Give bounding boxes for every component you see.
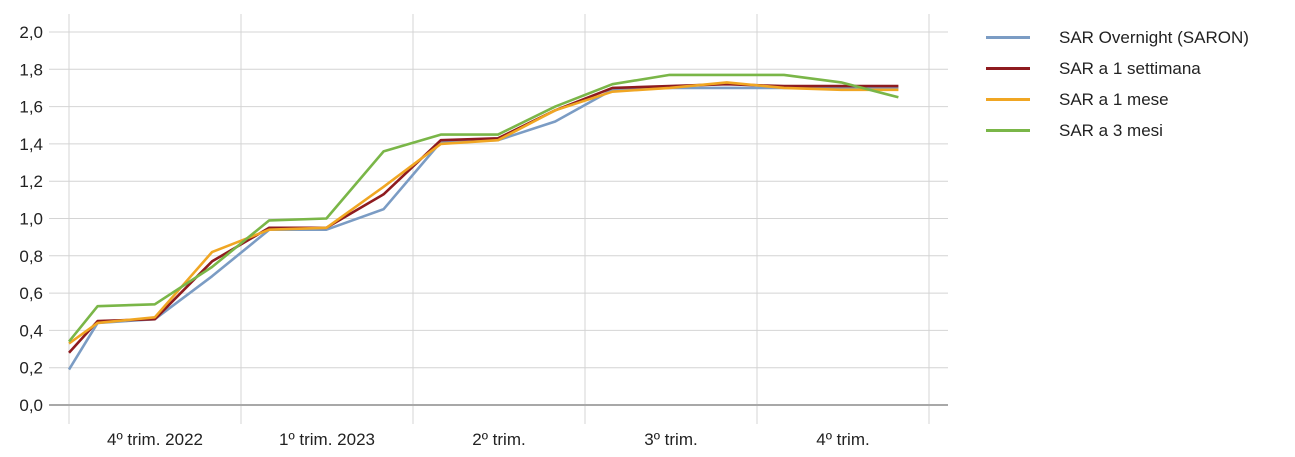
legend-label: SAR Overnight (SARON)	[1059, 27, 1249, 47]
legend-swatch	[986, 129, 1030, 132]
x-tick-label: 4º trim.	[816, 430, 869, 449]
series-line	[67, 86, 899, 371]
legend-swatch	[986, 98, 1030, 101]
legend-swatch	[986, 36, 1030, 39]
y-tick-label: 0,0	[19, 396, 43, 415]
legend-item: SAR a 1 settimana	[986, 53, 1249, 84]
legend-swatch	[986, 67, 1030, 70]
y-tick-label: 1,6	[19, 98, 43, 117]
y-tick-label: 1,4	[19, 135, 43, 154]
series-lines	[67, 73, 899, 371]
legend-label: SAR a 1 settimana	[1059, 58, 1201, 78]
y-tick-label: 0,4	[19, 321, 43, 340]
legend-item: SAR a 3 mesi	[986, 115, 1249, 146]
y-tick-label: 0,6	[19, 284, 43, 303]
x-tick-label: 3º trim.	[644, 430, 697, 449]
legend-label: SAR a 3 mesi	[1059, 120, 1163, 140]
x-tick-label: 2º trim.	[472, 430, 525, 449]
series-line	[67, 73, 899, 343]
axes: 2,0 1,8 1,6 1,4 1,2 1,0 0,8 0,6 0,4 0,2 0,0 4º trim…	[19, 23, 948, 449]
y-tick-label: 2,0	[19, 23, 43, 42]
y-tick-label: 1,8	[19, 60, 43, 79]
legend-item: SAR a 1 mese	[986, 84, 1249, 115]
y-tick-label: 1,2	[19, 172, 43, 191]
y-tick-label: 0,2	[19, 359, 43, 378]
grid	[49, 14, 948, 424]
x-tick-label: 4º trim. 2022	[107, 430, 203, 449]
x-tick-label: 1º trim. 2023	[279, 430, 375, 449]
y-tick-label: 1,0	[19, 210, 43, 229]
legend: SAR Overnight (SARON) SAR a 1 settimana SA…	[986, 22, 1249, 146]
series-line	[68, 81, 899, 345]
legend-item: SAR Overnight (SARON)	[986, 22, 1249, 53]
legend-label: SAR a 1 mese	[1059, 89, 1169, 109]
y-tick-label: 0,8	[19, 247, 43, 266]
